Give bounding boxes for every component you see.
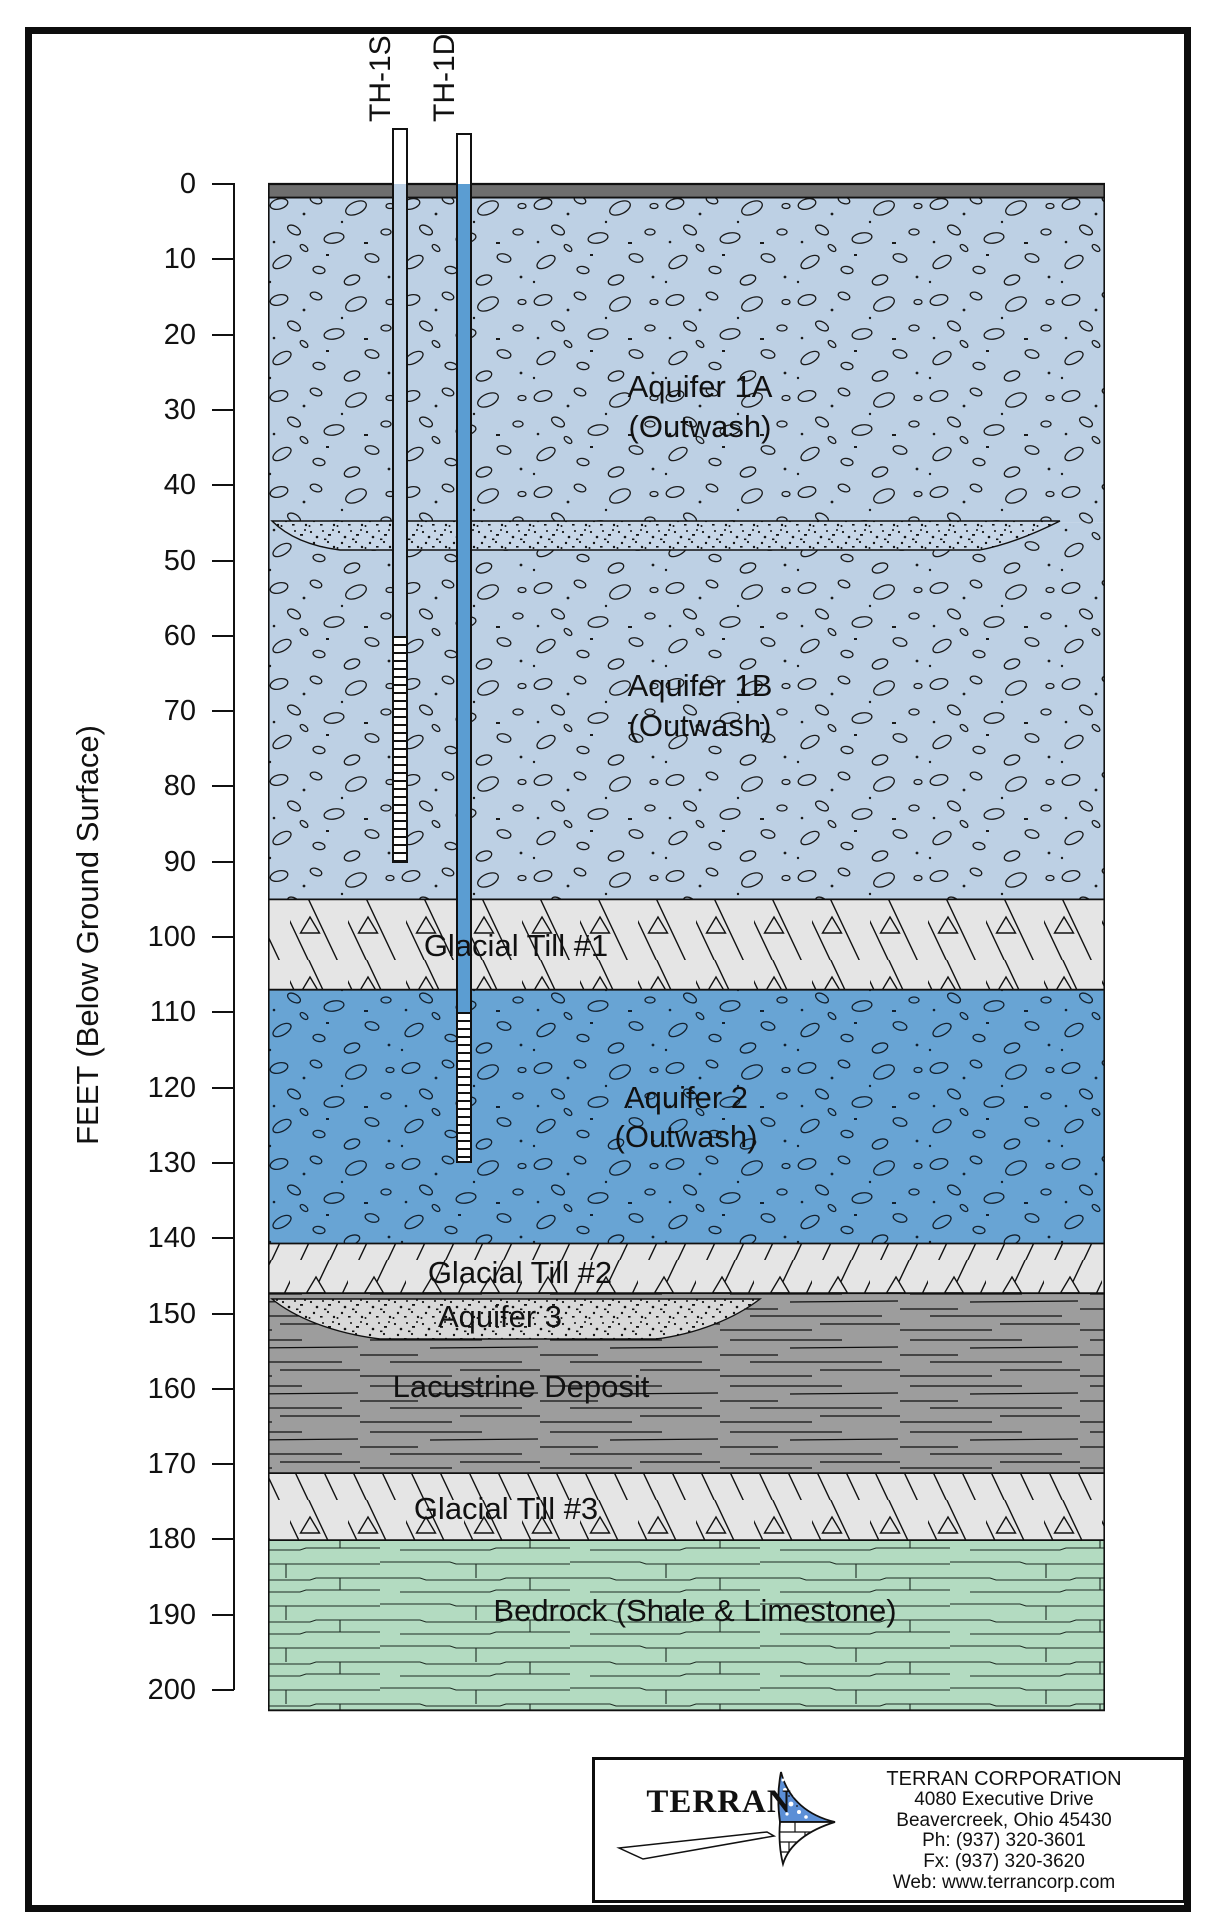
logo-art [616,1771,836,1868]
label-aquifer-1b-sub: (Outwash) [628,708,772,743]
axis-tick-label: 20 [163,318,196,351]
axis-tick [212,1086,234,1089]
label-aquifer-1a: Aquifer 1A [627,369,773,404]
company-address-block: TERRAN CORPORATION 4080 Executive Drive … [839,1769,1169,1894]
axis-tick [212,1613,234,1616]
label-lacustrine-deposit: Lacustrine Deposit [392,1369,650,1404]
axis-tick [212,1011,234,1014]
axis-tick [212,484,234,487]
stratum-ground-surface [268,184,1105,198]
label-aquifer-1b: Aquifer 1B [627,668,773,703]
axis-tick [212,1237,234,1240]
web-line: Web: www.terrancorp.com [892,1871,1116,1893]
axis-tick-label: 140 [147,1222,196,1255]
axis-tick-label: 130 [147,1146,196,1179]
axis-tick [212,936,234,938]
well-casing [458,184,470,1013]
well-th-1s [392,128,408,864]
axis-tick-label: 160 [147,1372,196,1405]
axis-tick-label: 30 [163,393,196,426]
axis-tick-label: 80 [163,770,196,803]
axis-tick [212,785,234,788]
well-th-1d [456,133,472,1163]
axis-tick [212,183,234,185]
label-glacial-till-2: Glacial Till #2 [427,1255,613,1290]
label-glacial-till-1: Glacial Till #1 [423,928,609,963]
axis-tick-label: 150 [147,1297,196,1330]
stratum-glacial-till-3 [268,1473,1105,1541]
stratum-bedrock [268,1540,1105,1711]
fax-line: Fx: (937) 320-3620 [923,1851,1085,1873]
axis-tick [212,333,234,336]
stratum-glacial-till-2 [268,1243,1105,1294]
well-casing [394,184,406,636]
axis-tick-label: 60 [163,619,196,652]
lens-aquifer-3-outline [270,1298,763,1340]
axis-tick [212,710,234,713]
axis-tick-label: 200 [147,1674,196,1706]
company-name: TERRAN CORPORATION [886,1768,1122,1790]
axis-tick-label: 190 [147,1598,196,1631]
well-label-th1s: TH-1S [364,35,397,122]
axis-tick [212,1538,234,1541]
label-bedrock: Bedrock (Shale & Limestone) [493,1593,897,1628]
axis-tick-label: 0 [179,168,196,200]
axis-tick-label: 170 [147,1448,196,1481]
axis-tick [212,408,234,411]
axis-tick [212,860,234,863]
label-aquifer-1a-sub: (Outwash) [628,409,772,444]
axis-tick [212,1161,234,1164]
axis-tick-label: 10 [163,243,196,276]
well-casing [394,130,406,184]
terran-logo-icon [777,1771,836,1868]
label-glacial-till-3: Glacial Till #3 [413,1491,599,1526]
axis-tick [212,1312,234,1315]
well-screen [394,635,406,862]
well-screen [458,1012,470,1161]
axis-tick [212,1387,234,1390]
depth-axis-title: FEET (Below Ground Surface) [70,725,105,1145]
phone-line: Ph: (937) 320-3601 [922,1830,1086,1852]
axis-tick [212,1689,234,1691]
axis-tick-label: 70 [163,695,196,728]
title-block: TERRAN TERRAN CORPORATION 4080 Executive… [592,1757,1186,1903]
label-aquifer-3: Aquifer 3 [437,1299,563,1334]
well-casing [458,135,470,184]
stratum-glacial-till-1 [268,899,1105,990]
axis-tick [212,258,234,261]
depth-axis-line [233,183,235,1690]
axis-tick-label: 180 [147,1523,196,1556]
well-label-th1d: TH-1D [428,33,461,122]
address-line-1: 4080 Executive Drive [914,1788,1094,1810]
contact-lines-group [267,182,1105,1712]
axis-tick [212,1463,234,1466]
label-aquifer-2-sub: (Outwash) [614,1119,758,1154]
axis-tick-label: 40 [163,469,196,502]
terran-wordmark: TERRAN [646,1784,792,1820]
page-border-frame [25,27,1191,1912]
axis-tick-label: 100 [147,921,196,953]
address-line-2: Beavercreek, Ohio 45430 [896,1809,1112,1831]
stratum-aquifer-2 [268,989,1105,1244]
axis-tick-label: 50 [163,544,196,577]
axis-tick [212,634,234,637]
axis-tick [212,559,234,562]
lens-sand-lens-1-outline [270,520,1061,551]
axis-tick-label: 90 [163,845,196,878]
axis-tick-label: 110 [149,996,196,1029]
logo-swoosh [616,1831,777,1860]
lens-aquifer-3-stipple [272,1299,760,1339]
label-aquifer-2: Aquifer 2 [623,1080,749,1115]
axis-tick-label: 120 [147,1071,196,1104]
